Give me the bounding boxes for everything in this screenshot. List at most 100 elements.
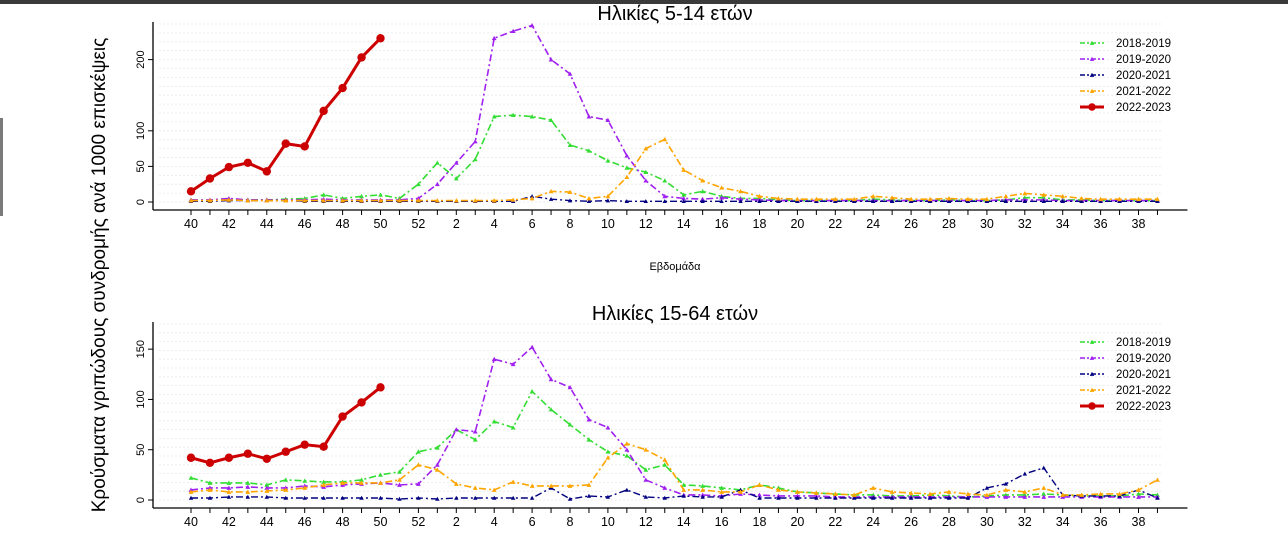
data-point: [264, 494, 269, 499]
data-point: [795, 489, 800, 494]
data-point: [1117, 491, 1122, 496]
x-tick-label: 20: [790, 515, 804, 529]
data-point: [776, 196, 781, 201]
x-tick-label: 18: [753, 515, 767, 529]
data-point: [302, 495, 307, 500]
data-point: [453, 481, 459, 486]
data-point: [1155, 196, 1160, 202]
data-point: [186, 187, 196, 196]
data-point: [832, 491, 838, 496]
data-point: [1041, 485, 1047, 490]
x-tick-label: 40: [184, 217, 198, 231]
data-point: [927, 196, 933, 202]
legend-label: 2020-2021: [1116, 70, 1171, 82]
data-point: [643, 199, 648, 204]
data-point: [605, 494, 611, 499]
x-tick-label: 26: [904, 515, 918, 529]
data-point: [283, 477, 289, 482]
legend-label: 2019-2020: [1116, 353, 1171, 365]
data-point: [359, 495, 364, 500]
x-tick-label: 38: [1132, 515, 1146, 529]
data-point: [586, 417, 592, 422]
data-point: [188, 475, 194, 480]
data-point: [1041, 192, 1047, 197]
data-point: [776, 487, 781, 492]
data-point: [340, 198, 345, 203]
data-point: [624, 153, 630, 158]
y-tick-label: 0: [135, 199, 147, 205]
data-point: [529, 114, 535, 119]
data-point: [757, 495, 762, 500]
data-point: [321, 495, 326, 500]
data-point: [965, 196, 971, 202]
data-point: [300, 440, 309, 449]
data-point: [889, 195, 895, 200]
data-point: [510, 361, 516, 367]
data-point: [624, 453, 630, 458]
data-point: [738, 188, 743, 194]
data-point: [870, 193, 876, 199]
data-point: [662, 485, 668, 490]
legend-marker: [1089, 72, 1095, 77]
chart-title: Ηλικίες 5-14 ετών: [597, 3, 752, 25]
data-point: [776, 495, 781, 500]
legend-label: 2020-2021: [1116, 369, 1171, 381]
x-tick-label: 30: [980, 217, 994, 231]
data-point: [700, 483, 706, 488]
data-point: [397, 496, 402, 501]
data-point: [186, 453, 196, 462]
data-point: [1136, 491, 1141, 496]
series-layer: [186, 23, 1160, 204]
data-point: [472, 485, 478, 490]
data-point: [889, 489, 895, 494]
data-point: [776, 493, 781, 498]
data-point: [226, 494, 232, 499]
data-point: [1060, 492, 1066, 497]
data-point: [700, 487, 706, 492]
data-point: [245, 480, 251, 485]
data-point: [700, 196, 706, 202]
data-point: [586, 148, 592, 153]
data-point: [529, 495, 535, 500]
data-point: [586, 437, 592, 442]
x-tick-label: 14: [677, 515, 691, 529]
series-line-2021-2022: [191, 138, 1158, 202]
data-point: [643, 494, 648, 499]
legend-marker: [1089, 355, 1095, 360]
data-point: [1003, 193, 1009, 199]
data-point: [1060, 199, 1065, 204]
data-point: [567, 483, 573, 488]
data-point: [262, 167, 271, 176]
data-point: [359, 198, 364, 203]
series-line-2021-2022: [190, 442, 1158, 496]
data-point: [245, 484, 251, 489]
y-tick-label: 150: [135, 340, 147, 358]
data-point: [302, 485, 308, 490]
data-point: [226, 197, 232, 202]
x-axis-label: Εβδομάδα: [649, 261, 701, 273]
data-point: [357, 398, 366, 407]
x-tick-label: 36: [1094, 515, 1108, 529]
data-point: [757, 492, 762, 497]
data-point: [662, 193, 668, 199]
data-point: [662, 178, 668, 183]
data-point: [434, 445, 440, 450]
chart-title: Ηλικίες 15-64 ετών: [592, 303, 758, 325]
data-point: [965, 495, 971, 500]
x-tick-label: 36: [1094, 217, 1108, 231]
x-tick-label: 30: [980, 515, 994, 529]
x-tick-label: 26: [904, 217, 918, 231]
data-point: [662, 136, 668, 142]
data-point: [376, 34, 385, 43]
data-point: [681, 199, 686, 204]
data-point: [510, 28, 516, 34]
data-point: [264, 198, 270, 203]
x-tick-label: 34: [1056, 217, 1070, 231]
x-tick-label: 10: [601, 515, 615, 529]
data-point: [681, 167, 687, 172]
data-point: [243, 158, 253, 168]
data-point: [700, 188, 706, 194]
data-point: [226, 480, 232, 485]
